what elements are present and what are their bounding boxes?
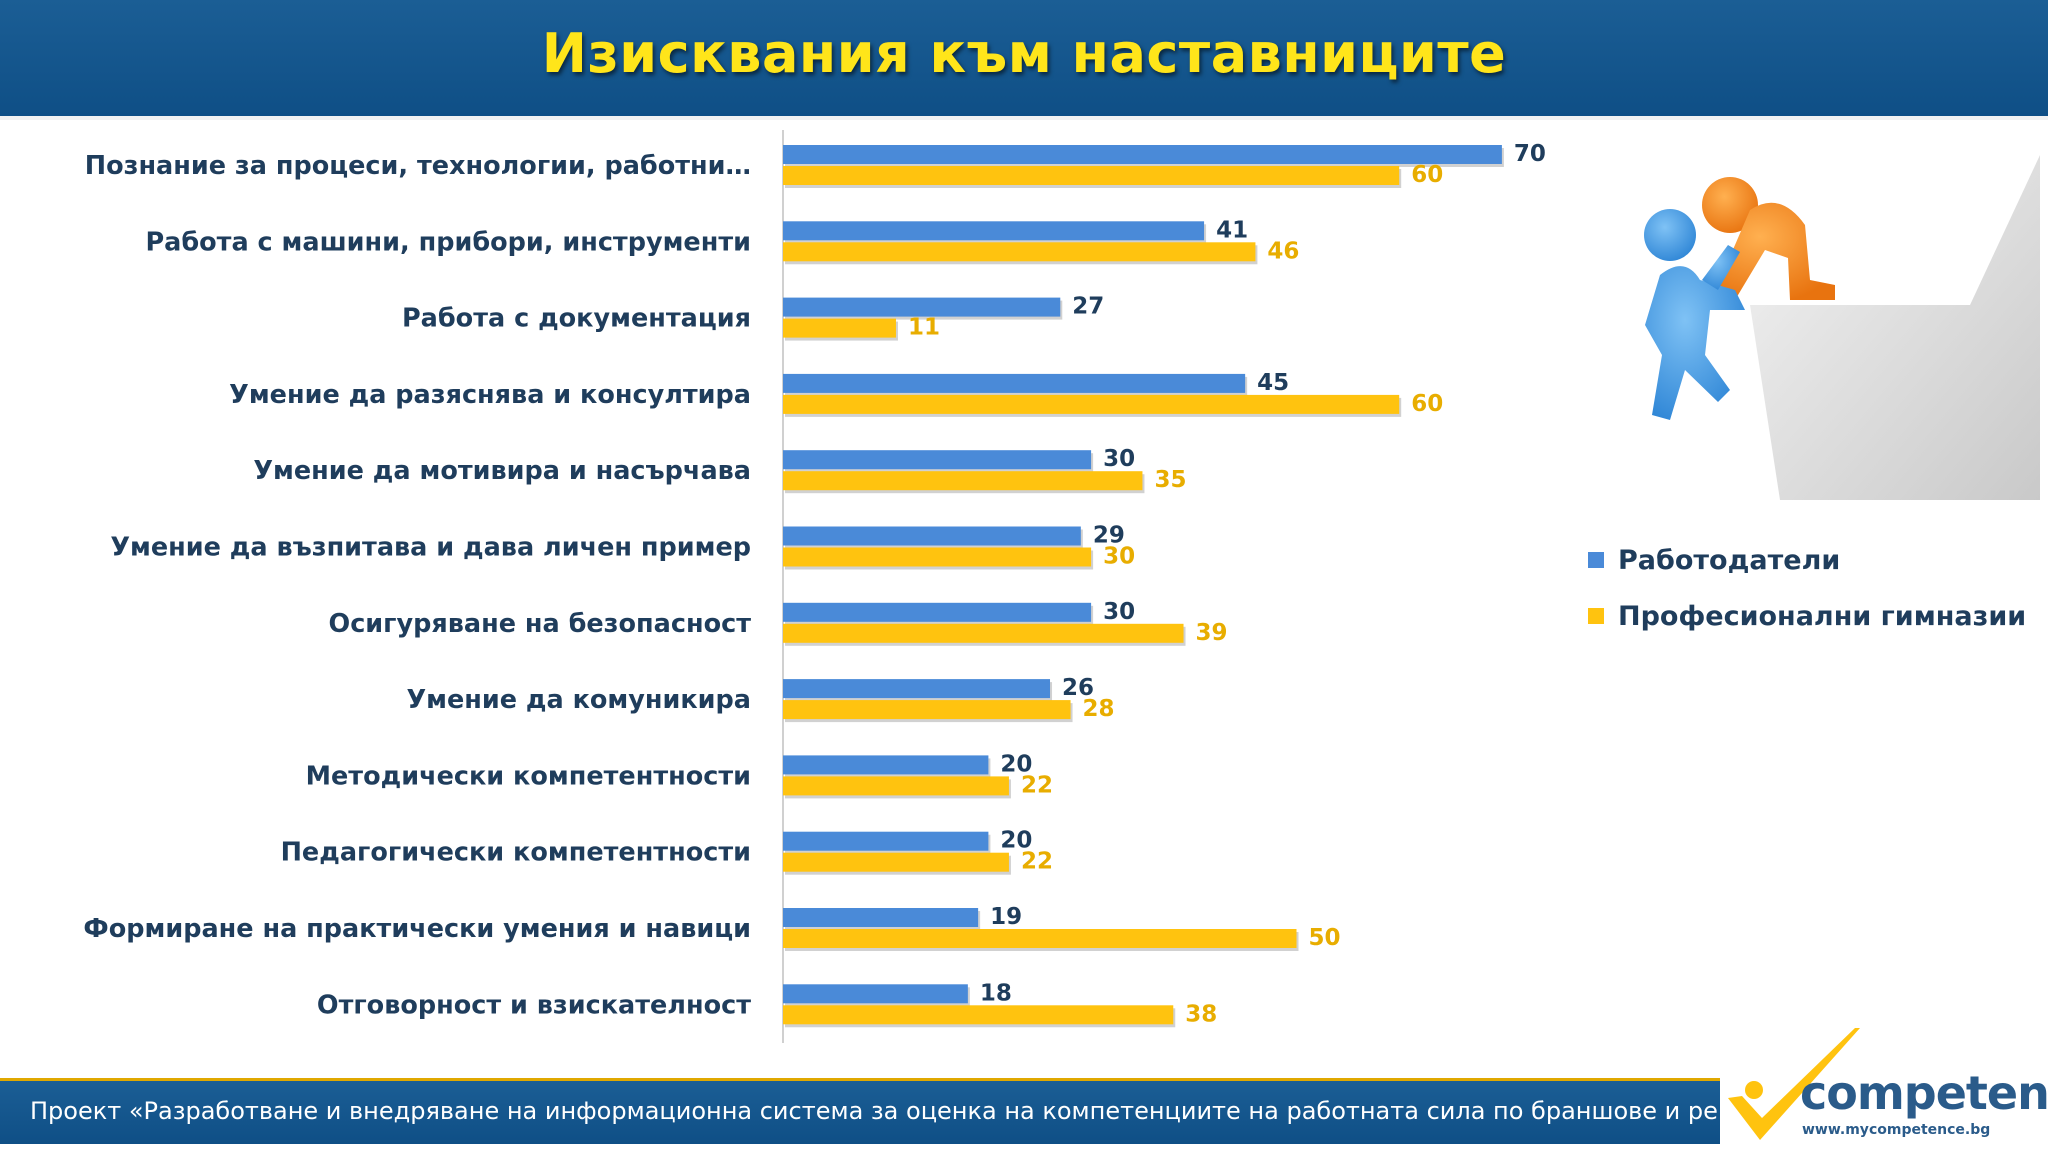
category-label: Работа с машини, прибори, инструменти xyxy=(145,227,751,257)
bar-schools xyxy=(783,623,1184,643)
category-label: Формиране на практически умения и навици xyxy=(83,914,751,944)
bar-schools xyxy=(783,1005,1174,1025)
bar-employers xyxy=(783,602,1092,622)
footer-project-text: Проект «Разработване и внедряване на инф… xyxy=(30,1097,1807,1125)
value-label-schools: 39 xyxy=(1196,620,1228,646)
category-label: Умение да разяснява и консултира xyxy=(229,380,751,410)
value-label-employers: 45 xyxy=(1257,370,1289,396)
bar-employers xyxy=(783,984,968,1004)
value-label-employers: 19 xyxy=(990,904,1022,930)
value-label-employers: 30 xyxy=(1103,446,1135,472)
bar-chart: Познание за процеси, технологии, работни… xyxy=(83,130,1546,1043)
legend-item-schools: Професионални гимназии xyxy=(1588,588,2026,644)
checkmark-icon xyxy=(1728,1028,1860,1140)
legend-label-schools: Професионални гимназии xyxy=(1618,600,2027,632)
bar-schools xyxy=(783,547,1092,567)
bar-employers xyxy=(783,450,1092,470)
legend-swatch-employers xyxy=(1588,552,1604,568)
legend-item-employers: Работодатели xyxy=(1588,532,2026,588)
category-label: Умение да мотивира и насърчава xyxy=(253,456,751,486)
blue-figure xyxy=(1644,209,1745,420)
bar-employers xyxy=(783,297,1061,317)
value-label-employers: 20 xyxy=(1000,751,1032,777)
category-label: Умение да възпитава и дава личен пример xyxy=(110,533,751,563)
value-label-schools: 46 xyxy=(1267,238,1299,264)
value-label-schools: 30 xyxy=(1103,544,1135,570)
value-label-schools: 35 xyxy=(1154,467,1186,493)
value-label-schools: 22 xyxy=(1021,772,1053,798)
legend-swatch-schools xyxy=(1588,608,1604,624)
logo-word: competence xyxy=(1800,1066,2048,1120)
competence-logo: competence www.mycompetence.bg xyxy=(1720,1028,2048,1148)
value-label-schools: 22 xyxy=(1021,849,1053,875)
chart-legend: Работодатели Професионални гимназии xyxy=(1588,532,2026,644)
bar-employers xyxy=(783,145,1502,164)
bar-schools xyxy=(783,700,1071,720)
bar-employers xyxy=(783,831,989,851)
bar-schools xyxy=(783,776,1009,796)
category-label: Познание за процеси, технологии, работни… xyxy=(85,151,751,181)
title-bar: Изисквания към наставниците xyxy=(0,0,2048,120)
value-label-schools: 38 xyxy=(1185,1001,1217,1027)
logo-url: www.mycompetence.bg xyxy=(1802,1122,1991,1138)
bar-employers xyxy=(783,526,1081,546)
value-label-employers: 27 xyxy=(1072,294,1104,320)
bar-schools xyxy=(783,471,1143,491)
bar-employers xyxy=(783,755,989,775)
value-label-employers: 41 xyxy=(1216,217,1248,243)
footer-bar: Проект «Разработване и внедряване на инф… xyxy=(0,1078,1807,1144)
climbing-figures-illustration xyxy=(1640,140,2040,514)
value-label-employers: 30 xyxy=(1103,599,1135,625)
value-label-employers: 20 xyxy=(1000,828,1032,854)
value-label-schools: 28 xyxy=(1083,696,1115,722)
value-label-schools: 11 xyxy=(908,315,940,341)
category-label: Педагогически компетентности xyxy=(281,838,751,868)
category-label: Работа с документация xyxy=(402,304,751,334)
bar-employers xyxy=(783,373,1246,393)
category-label: Осигуряване на безопасност xyxy=(329,609,752,639)
value-label-employers: 18 xyxy=(980,980,1012,1006)
bar-schools xyxy=(783,242,1256,262)
logo-dot xyxy=(1745,1081,1763,1099)
bar-schools xyxy=(783,394,1400,414)
bar-employers xyxy=(783,221,1205,241)
value-label-schools: 50 xyxy=(1309,925,1341,951)
slide-title: Изисквания към наставниците xyxy=(541,22,1507,85)
value-label-schools: 60 xyxy=(1411,162,1443,188)
orange-figure xyxy=(1702,177,1835,300)
category-label: Методически компетентности xyxy=(306,761,751,791)
legend-label-employers: Работодатели xyxy=(1618,544,1841,576)
bar-employers xyxy=(783,679,1051,699)
bar-schools xyxy=(783,166,1400,185)
bar-employers xyxy=(783,908,979,927)
category-label: Отговорност и взискателност xyxy=(317,990,751,1020)
bar-schools xyxy=(783,852,1009,872)
step-block xyxy=(1750,155,2040,500)
value-label-employers: 26 xyxy=(1062,675,1094,701)
bar-schools xyxy=(783,318,896,338)
value-label-schools: 60 xyxy=(1411,391,1443,417)
value-label-employers: 70 xyxy=(1514,141,1546,167)
bar-schools xyxy=(783,929,1297,948)
category-label: Умение да комуникира xyxy=(406,685,751,715)
value-label-employers: 29 xyxy=(1093,523,1125,549)
